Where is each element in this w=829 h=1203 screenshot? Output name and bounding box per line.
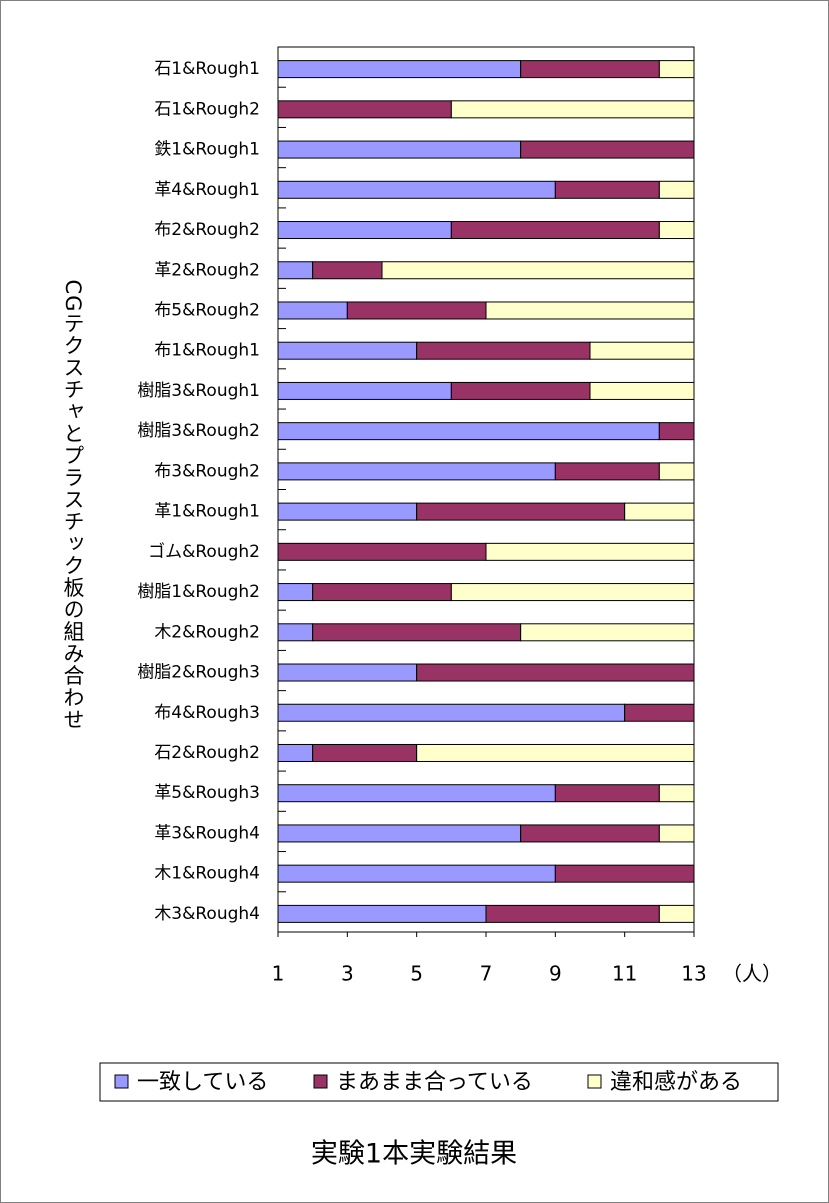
x-tick-label: 13 — [681, 962, 706, 986]
bar-segment — [658, 904, 695, 923]
bar-segment — [450, 583, 695, 602]
bar-segment — [658, 784, 695, 803]
y-tick-label: 革1&Rough1 — [154, 502, 260, 522]
bar-segment — [312, 261, 383, 280]
y-tick-label: 布3&Rough2 — [154, 461, 260, 481]
bar-segment — [450, 221, 660, 240]
bar-segment — [277, 60, 522, 79]
legend-label: 違和感がある — [610, 1070, 742, 1095]
y-tick-label: 樹脂3&Rough2 — [137, 421, 260, 441]
bar-segment — [277, 663, 418, 682]
bar-segment — [277, 583, 314, 602]
legend-label: 一致している — [137, 1070, 268, 1095]
bar-segment — [554, 462, 660, 481]
bar-segment — [277, 140, 522, 159]
y-tick-label: 樹脂1&Rough2 — [137, 582, 260, 602]
bar-segment — [589, 341, 695, 360]
bar-segment — [520, 60, 660, 79]
bar-segment — [658, 60, 695, 79]
bar-segment — [485, 904, 660, 923]
y-tick-label: 布2&Rough2 — [154, 220, 260, 240]
bar-segment — [381, 261, 695, 280]
x-tick-label: 11 — [612, 962, 637, 986]
bar-segment — [312, 743, 418, 762]
bar-segment — [277, 221, 452, 240]
bar-segment — [277, 784, 556, 803]
legend-label: まあまま合っている — [336, 1070, 533, 1095]
bar-segment — [658, 422, 695, 441]
bar-segment — [277, 261, 314, 280]
bar-segment — [520, 140, 695, 159]
y-tick-label: 木1&Rough4 — [154, 864, 260, 884]
y-tick-label: 革5&Rough3 — [154, 783, 260, 803]
bar-segment — [554, 784, 660, 803]
chart-title: 実験1本実験結果 — [311, 1139, 517, 1170]
y-tick-label: 革2&Rough2 — [154, 260, 260, 280]
bar-segment — [277, 623, 314, 642]
y-tick-label: 木2&Rough2 — [154, 622, 260, 642]
bar-segment — [277, 422, 660, 441]
bar-segment — [658, 462, 695, 481]
y-tick-label: 布4&Rough3 — [154, 703, 260, 723]
x-tick-label: 7 — [480, 962, 493, 986]
bar-segment — [450, 381, 591, 400]
y-tick-label: 木3&Rough4 — [154, 904, 260, 924]
x-axis-label: （人） — [722, 962, 782, 986]
bar-segment — [485, 542, 695, 561]
legend-swatch — [114, 1074, 129, 1089]
y-tick-label: 石1&Rough2 — [154, 99, 260, 119]
y-tick-label: 鉄1&Rough1 — [154, 140, 260, 160]
bar-segment — [658, 824, 695, 843]
x-tick-label: 5 — [410, 962, 423, 986]
y-tick-label: 樹脂2&Rough3 — [137, 663, 260, 683]
y-tick-label: 樹脂3&Rough1 — [137, 381, 260, 401]
legend-box — [99, 1062, 779, 1102]
bar-segment — [277, 100, 452, 119]
bar-segment — [277, 703, 626, 722]
y-tick-label: 布1&Rough1 — [154, 341, 260, 361]
bar-segment — [658, 180, 695, 199]
bar-segment — [277, 864, 556, 883]
bar-segment — [277, 502, 418, 521]
bar-segment — [277, 824, 522, 843]
bar-segment — [277, 462, 556, 481]
bar-segment — [554, 864, 695, 883]
bar-segment — [277, 381, 452, 400]
bar-segment — [312, 583, 452, 602]
bar-segment — [624, 703, 695, 722]
bar-segment — [416, 663, 695, 682]
y-tick-label: 革3&Rough4 — [154, 823, 260, 843]
bar-segment — [450, 100, 695, 119]
bar-segment — [485, 301, 695, 320]
y-axis-label: CGテクスチャとプラスチック板の組み合わせ — [61, 280, 85, 731]
bar-segment — [416, 743, 695, 762]
y-tick-label: 布5&Rough2 — [154, 300, 260, 320]
bar-segment — [589, 381, 695, 400]
bar-segment — [346, 301, 487, 320]
bar-segment — [277, 542, 487, 561]
bar-segment — [312, 623, 522, 642]
bar-segment — [416, 341, 591, 360]
x-tick-label: 3 — [341, 962, 354, 986]
bar-segment — [277, 301, 348, 320]
bar-segment — [520, 623, 695, 642]
x-tick-label: 9 — [549, 962, 562, 986]
legend-swatch — [587, 1074, 602, 1089]
y-tick-label: ゴム&Rough2 — [148, 541, 260, 562]
bar-segment — [520, 824, 660, 843]
bar-segment — [277, 341, 418, 360]
bar-segment — [277, 180, 556, 199]
bar-segment — [554, 180, 660, 199]
x-tick-label: 1 — [272, 962, 285, 986]
bar-segment — [416, 502, 626, 521]
y-tick-label: 革4&Rough1 — [154, 180, 260, 200]
bar-segment — [277, 904, 487, 923]
bar-segment — [277, 743, 314, 762]
legend-swatch — [313, 1074, 328, 1089]
bar-segment — [658, 221, 695, 240]
bar-segment — [624, 502, 695, 521]
y-tick-label: 石2&Rough2 — [154, 743, 260, 763]
y-tick-label: 石1&Rough1 — [154, 59, 260, 79]
